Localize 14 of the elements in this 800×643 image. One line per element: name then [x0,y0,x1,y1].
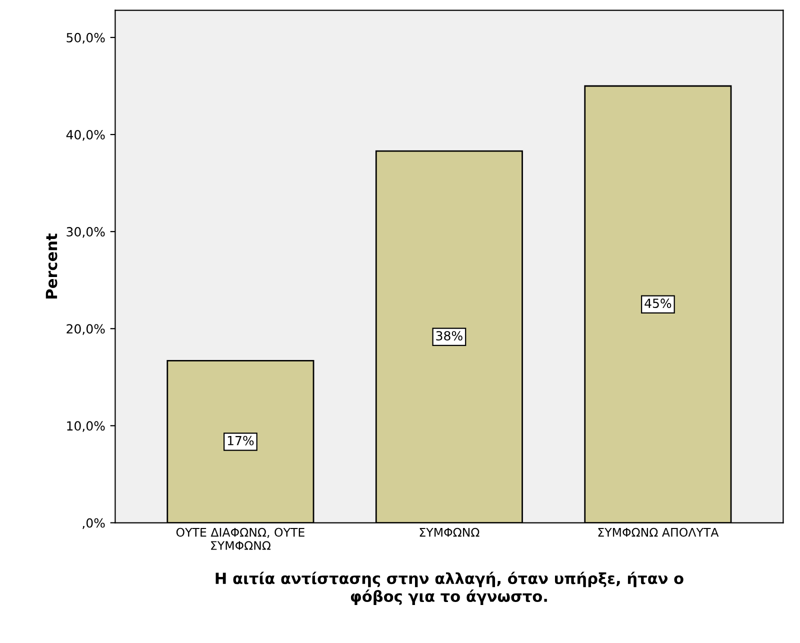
data-label: 45% [644,298,672,308]
x-tick-label: ΟΥΤΕ ΔΙΑΦΩΝΩ, ΟΥΤΕ ΣΥΜΦΩΝΩ [176,528,304,550]
y-tick-label: 10,0% [67,421,105,432]
y-tick-label: 30,0% [66,227,105,238]
x-tick-label: ΣΥΜΦΩΝΩ [420,528,480,537]
data-label: 17% [228,436,254,446]
y-tick-label: 50,0% [66,32,105,44]
x-axis-title: Η αιτία αντίστασης στην αλλαγή, όταν υπήρξε, ήταν ο φόβος για το άγνωστο. [216,572,684,605]
y-tick-label: ,0% [82,518,105,529]
y-axis-title: Percent [46,234,58,298]
y-tick-label: 20,0% [66,324,105,335]
x-tick-label: ΣΥΜΦΩΝΩ ΑΠΟΛΥΤΑ [598,528,719,537]
y-tick-label: 40,0% [66,130,105,141]
data-label: 38% [436,331,462,341]
